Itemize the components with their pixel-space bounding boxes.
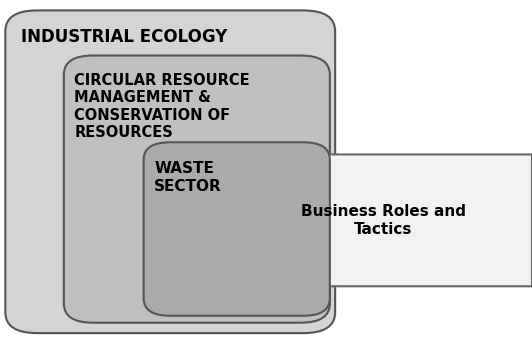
Text: CIRCULAR RESOURCE
MANAGEMENT &
CONSERVATION OF
RESOURCES: CIRCULAR RESOURCE MANAGEMENT & CONSERVAT… [74, 73, 250, 140]
FancyBboxPatch shape [5, 10, 335, 333]
Polygon shape [234, 154, 532, 286]
Text: Business Roles and
Tactics: Business Roles and Tactics [301, 204, 466, 237]
Text: WASTE
SECTOR: WASTE SECTOR [154, 161, 222, 194]
FancyBboxPatch shape [64, 56, 330, 323]
Text: INDUSTRIAL ECOLOGY: INDUSTRIAL ECOLOGY [21, 28, 228, 46]
FancyBboxPatch shape [144, 142, 330, 316]
